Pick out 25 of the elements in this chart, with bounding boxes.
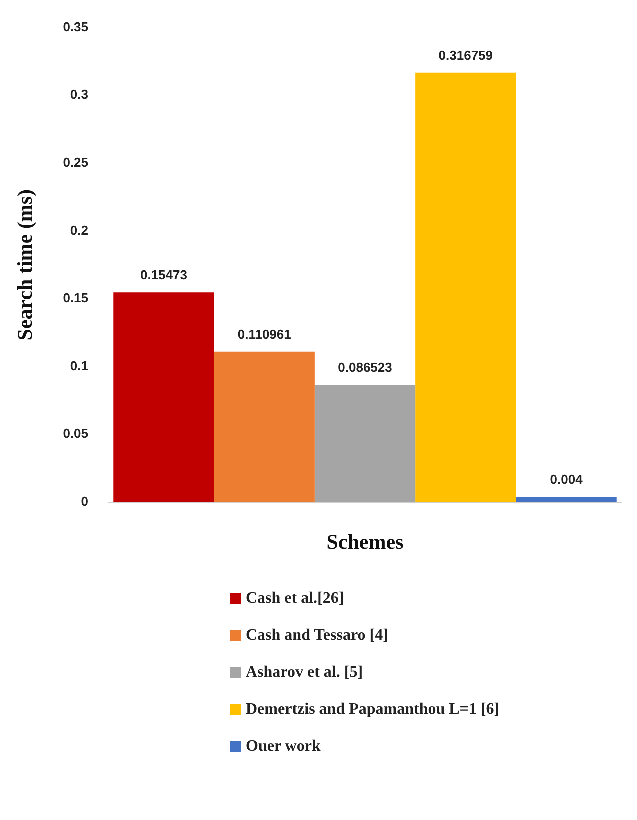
x-axis-title: Schemes (326, 530, 404, 554)
data-label: 0.316759 (438, 48, 494, 63)
data-label: 0.086523 (338, 360, 392, 376)
y-tick-label: 0.1 (70, 358, 88, 374)
bar (114, 292, 214, 502)
data-label: 0.15473 (140, 268, 188, 283)
bar (314, 385, 416, 502)
bar (416, 72, 516, 502)
y-tick-label: 0.25 (63, 154, 88, 170)
y-axis-title: Search time (ms) (13, 189, 38, 341)
y-tick-label: 0.15 (63, 290, 88, 306)
legend-label: Cash and Tessaro [4] (246, 626, 388, 644)
legend-label: Asharov et al. [5] (246, 664, 364, 682)
legend-label: Demertzis and Papamanthou L=1 [6] (246, 700, 500, 718)
bar (516, 496, 617, 502)
data-label: 0.004 (550, 472, 584, 488)
y-tick-label: 0.05 (63, 426, 88, 442)
y-tick-label: 0 (81, 494, 88, 509)
legend-label: Ouer work (246, 738, 321, 756)
y-tick-label: 0.3 (70, 87, 88, 102)
data-label: 0.110961 (238, 327, 292, 342)
bar (214, 352, 315, 502)
y-tick-label: 0.35 (63, 19, 88, 34)
y-tick-label: 0.2 (70, 222, 88, 238)
legend-label: Cash et al.[26] (246, 590, 344, 608)
